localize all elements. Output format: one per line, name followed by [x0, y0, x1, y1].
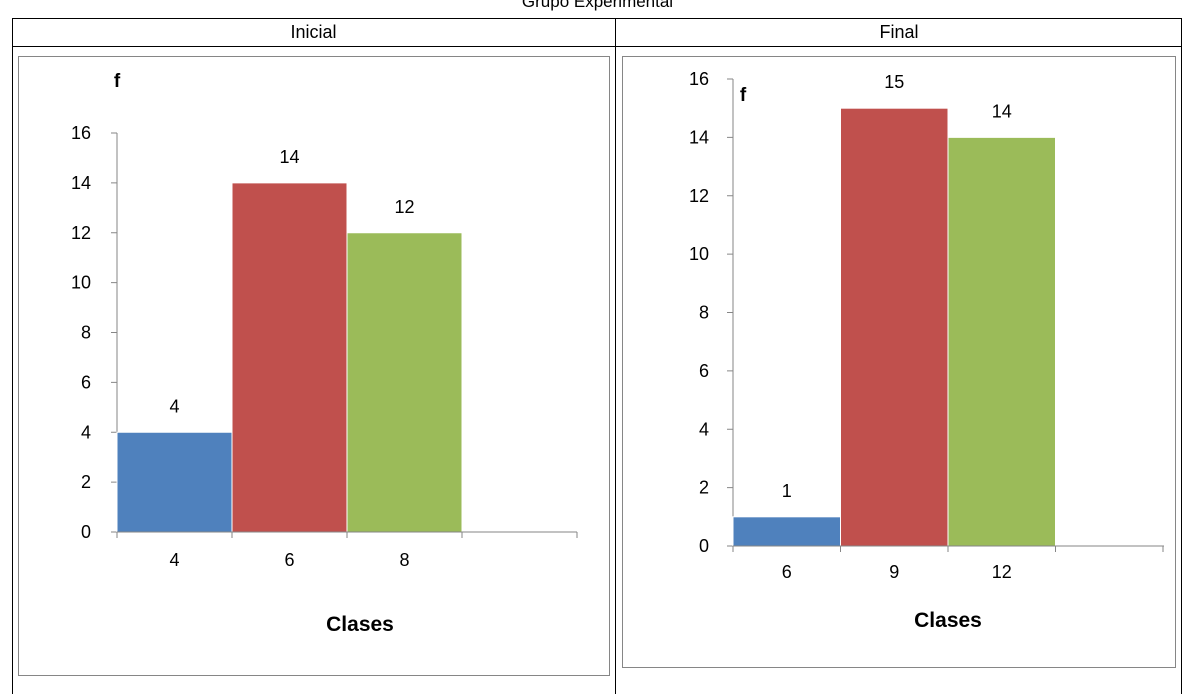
x-tick-label: 6	[284, 550, 294, 570]
y-axis-title: f	[740, 85, 747, 106]
y-tick-label: 6	[699, 361, 709, 381]
y-tick-label: 14	[71, 173, 91, 193]
y-tick-label: 0	[699, 536, 709, 556]
chart-inicial-svg: 0 2 4 6 8 10 12 14 16 4 14 12 4 6 8 Clases f	[71, 71, 578, 636]
y-tick-label: 0	[81, 522, 91, 542]
figure-caption: Grupo Experimental	[521, 0, 674, 11]
x-tick-label: 12	[992, 562, 1012, 582]
y-tick-label: 2	[699, 478, 709, 498]
data-label: 1	[782, 481, 792, 501]
x-axis-title: Clases	[914, 609, 982, 632]
data-label: 12	[394, 197, 414, 217]
bar	[346, 232, 463, 533]
bar	[840, 107, 949, 547]
column-header-inicial: Inicial	[290, 22, 337, 42]
bar	[947, 136, 1056, 547]
y-tick-label: 10	[71, 273, 91, 293]
y-tick-label: 16	[689, 69, 709, 89]
chart-final-svg: 0 2 4 6 8 10 12 14 16 1 15 14 6 9 12 Clases f	[689, 69, 1164, 632]
data-label: 14	[279, 147, 299, 167]
column-header-final: Final	[879, 22, 919, 42]
data-label: 15	[884, 72, 904, 92]
y-axis-title: f	[114, 71, 121, 92]
x-tick-label: 9	[889, 562, 899, 582]
table-column-divider	[615, 18, 616, 694]
x-tick-label: 6	[782, 562, 792, 582]
y-tick-label: 4	[699, 419, 709, 439]
y-tick-label: 2	[81, 472, 91, 492]
y-tick-label: 12	[689, 186, 709, 206]
table-header-divider	[12, 46, 1182, 47]
y-tick-label: 4	[81, 422, 91, 442]
bar	[116, 431, 233, 533]
x-tick-label: 8	[399, 550, 409, 570]
data-label: 14	[992, 101, 1012, 121]
x-tick-label: 4	[169, 550, 179, 570]
data-label: 4	[169, 396, 179, 416]
x-axis-title: Clases	[326, 613, 394, 636]
chart-inicial: 0 2 4 6 8 10 12 14 16 4 14 12 4 6 8 Clases f	[18, 56, 610, 676]
y-tick-label: 8	[81, 323, 91, 343]
y-tick-label: 14	[689, 127, 709, 147]
y-tick-label: 16	[71, 123, 91, 143]
y-tick-label: 6	[81, 372, 91, 392]
table-frame	[12, 18, 1182, 694]
y-tick-label: 8	[699, 303, 709, 323]
y-tick-label: 10	[689, 244, 709, 264]
y-tick-label: 12	[71, 223, 91, 243]
bar	[732, 516, 841, 547]
chart-final: 0 2 4 6 8 10 12 14 16 1 15 14 6 9 12 Clases f	[622, 56, 1176, 668]
bar	[231, 182, 348, 533]
